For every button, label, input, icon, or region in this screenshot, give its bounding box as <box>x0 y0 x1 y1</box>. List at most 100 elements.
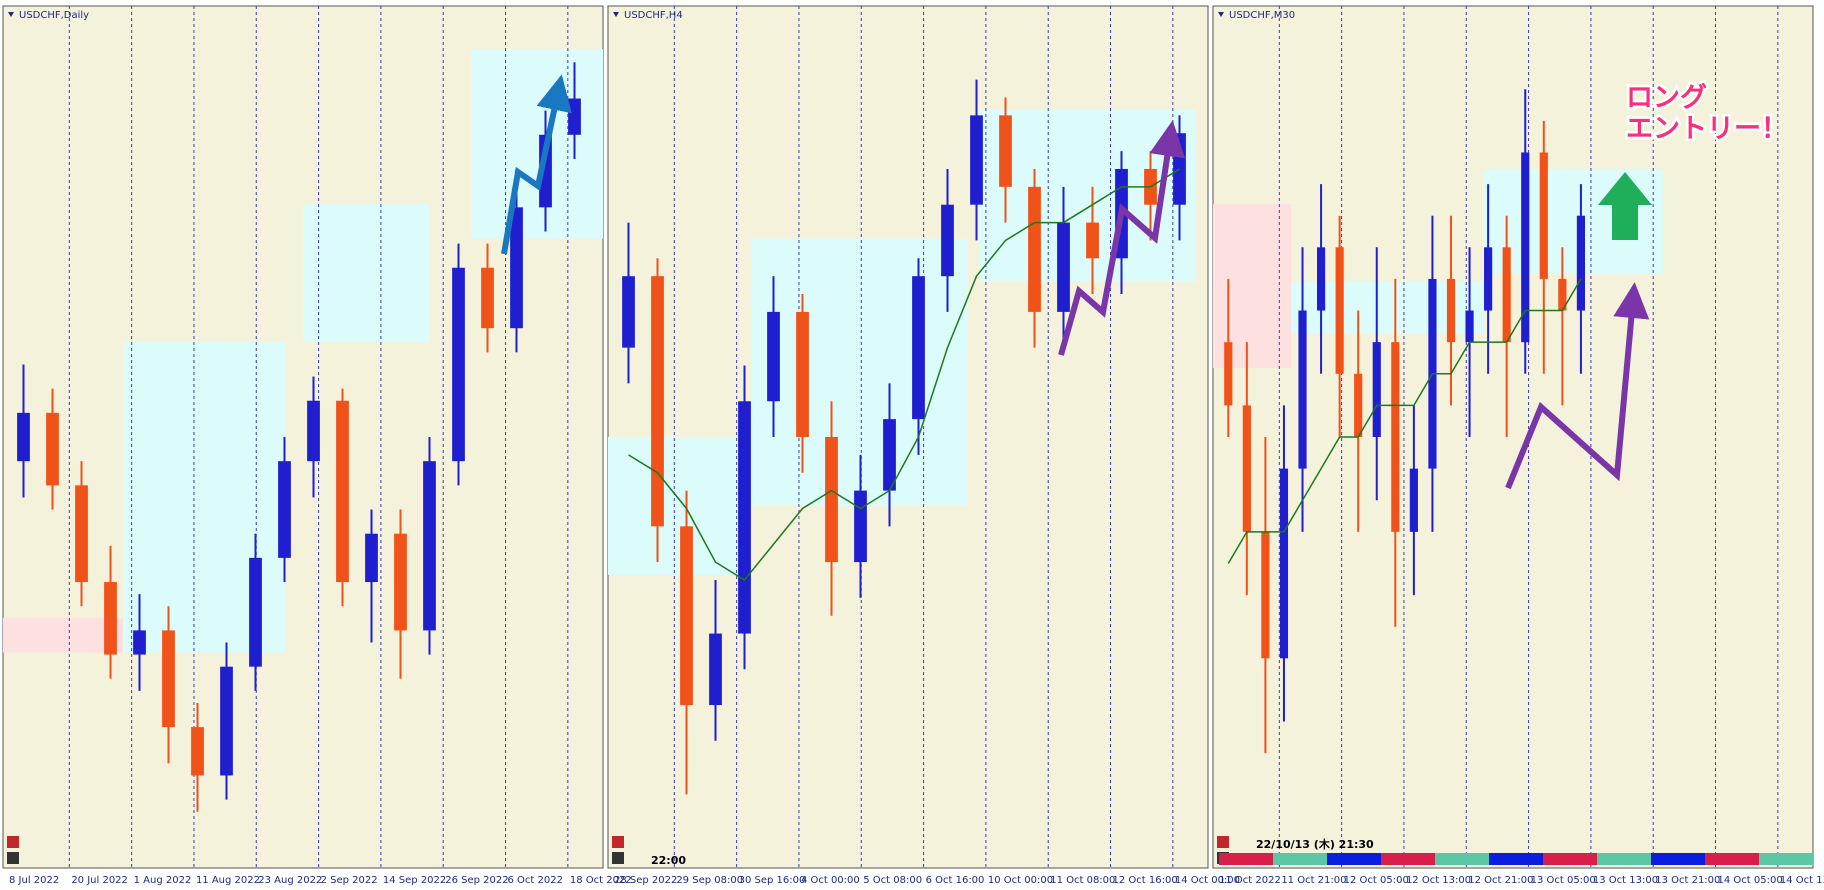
candle-body <box>1028 186 1041 312</box>
candle-body <box>796 311 809 437</box>
x-tick-label: 1 Aug 2022 <box>134 875 192 886</box>
panel-button[interactable] <box>612 852 624 864</box>
candle-body <box>220 666 233 776</box>
x-tick-label: 13 Oct 13:00 <box>1593 875 1658 886</box>
status-band <box>1543 853 1597 865</box>
candle-body <box>510 207 523 329</box>
status-band <box>1705 853 1759 865</box>
x-tick-label: 28 Sep 2022 <box>614 875 677 886</box>
candle-body <box>1335 247 1344 374</box>
candle-body <box>941 204 954 277</box>
panel-button[interactable] <box>7 852 19 864</box>
zone <box>303 204 429 343</box>
candle-body <box>17 412 30 462</box>
x-tick-label: 2 Sep 2022 <box>321 875 378 886</box>
x-tick-label: 12 Oct 05:00 <box>1344 875 1409 886</box>
chart-title: USDCHF,M30 <box>1229 10 1295 21</box>
x-tick-label: 29 Sep 08:00 <box>676 875 743 886</box>
x-tick-label: 20 Jul 2022 <box>71 875 128 886</box>
candle-body <box>1409 468 1418 532</box>
candle-body <box>423 461 436 631</box>
candle-body <box>825 437 838 563</box>
menu-caret <box>8 12 14 17</box>
candle-body <box>999 115 1012 187</box>
candle-body <box>104 582 117 655</box>
candle-body <box>970 115 983 205</box>
status-label: 22/10/13 (木) 21:30 <box>1256 837 1374 851</box>
panel-button[interactable] <box>1217 836 1229 848</box>
status-band <box>1327 853 1381 865</box>
candle-body <box>452 267 465 462</box>
panel-button[interactable] <box>7 836 19 848</box>
candle-body <box>651 276 664 527</box>
trend-arrow <box>1058 120 1186 356</box>
status-band <box>1435 853 1489 865</box>
candle-body <box>854 490 867 563</box>
candle-body <box>1465 310 1474 343</box>
trend-arrow <box>1505 282 1650 490</box>
panels: 8 Jul 2022 20 Jul 2022 1 Aug 2022 11 Aug 20… <box>2 5 1824 886</box>
chart-title: USDCHF,Daily <box>19 10 89 21</box>
candle-body <box>1391 342 1400 532</box>
x-tick-label: 13 Oct 05:00 <box>1531 875 1596 886</box>
x-tick-label: 11 Oct 08:00 <box>1050 875 1115 886</box>
candle-body <box>709 633 722 706</box>
x-tick-label: 23 Aug 2022 <box>258 875 322 886</box>
zone <box>3 618 123 653</box>
x-tick-label: 11 Oct 21:00 <box>1281 875 1346 886</box>
candle-body <box>1576 215 1586 311</box>
status-band <box>1759 853 1813 865</box>
panel-button[interactable] <box>612 836 624 848</box>
candle-body <box>1558 278 1567 311</box>
x-tick-label: 6 Oct 16:00 <box>926 875 985 886</box>
x-tick-label: 12 Oct 13:00 <box>1406 875 1471 886</box>
zone <box>608 437 746 575</box>
x-tick-label: 14 Oct 00:00 <box>1175 875 1240 886</box>
x-tick-label: 18 Oct 2022 <box>570 875 632 886</box>
candle-body <box>767 311 780 402</box>
x-tick-label: 11 Oct 2022 <box>1219 875 1281 886</box>
candle-body <box>1502 247 1511 343</box>
annotation: ロング <box>1626 82 1707 114</box>
status-band <box>1651 853 1705 865</box>
candle-body <box>738 401 751 634</box>
x-tick-label: 14 Sep 2022 <box>383 875 446 886</box>
time-label: 22:00 <box>651 854 686 867</box>
x-tick-label: 5 Oct 08:00 <box>863 875 922 886</box>
candle-body <box>1539 152 1548 279</box>
candle-body <box>191 727 204 776</box>
zone <box>471 49 603 239</box>
candle-body <box>75 485 88 583</box>
candle-body <box>1316 247 1326 311</box>
x-tick-label: 8 Jul 2022 <box>9 875 59 886</box>
status-band <box>1381 853 1435 865</box>
candle-body <box>1224 342 1233 406</box>
candle-body <box>1484 247 1493 311</box>
status-band <box>1273 853 1327 865</box>
x-tick-label: 10 Oct 00:00 <box>988 875 1053 886</box>
candle-body <box>365 533 378 583</box>
chart-panel <box>1212 5 1814 869</box>
x-tick-label: 13 Oct 21:00 <box>1655 875 1720 886</box>
x-tick-label: 14 Oct 13:00 <box>1780 875 1824 886</box>
candle-body <box>1242 405 1251 532</box>
candle-body <box>1261 531 1270 659</box>
candle-body <box>1279 468 1289 659</box>
x-tick-label: 14 Oct 05:00 <box>1718 875 1783 886</box>
candle-body <box>481 267 494 329</box>
x-tick-label: 6 Oct 2022 <box>508 875 563 886</box>
candle-body <box>133 630 146 655</box>
menu-caret <box>1218 12 1224 17</box>
x-tick-label: 12 Oct 16:00 <box>1113 875 1178 886</box>
chart-title: USDCHF,H4 <box>624 10 683 21</box>
x-tick-label: 4 Oct 00:00 <box>801 875 860 886</box>
x-tick-label: 12 Oct 21:00 <box>1468 875 1533 886</box>
candle-body <box>1173 133 1186 205</box>
trend-arrow <box>501 74 572 255</box>
overlay: ロング エントリー！ 22:00 22/10/13 (木) 21:30 <box>501 74 1791 867</box>
status-band <box>1219 853 1273 865</box>
annotation: エントリー！ <box>1626 114 1788 145</box>
candle-body <box>336 400 349 583</box>
candle-body <box>278 461 291 558</box>
